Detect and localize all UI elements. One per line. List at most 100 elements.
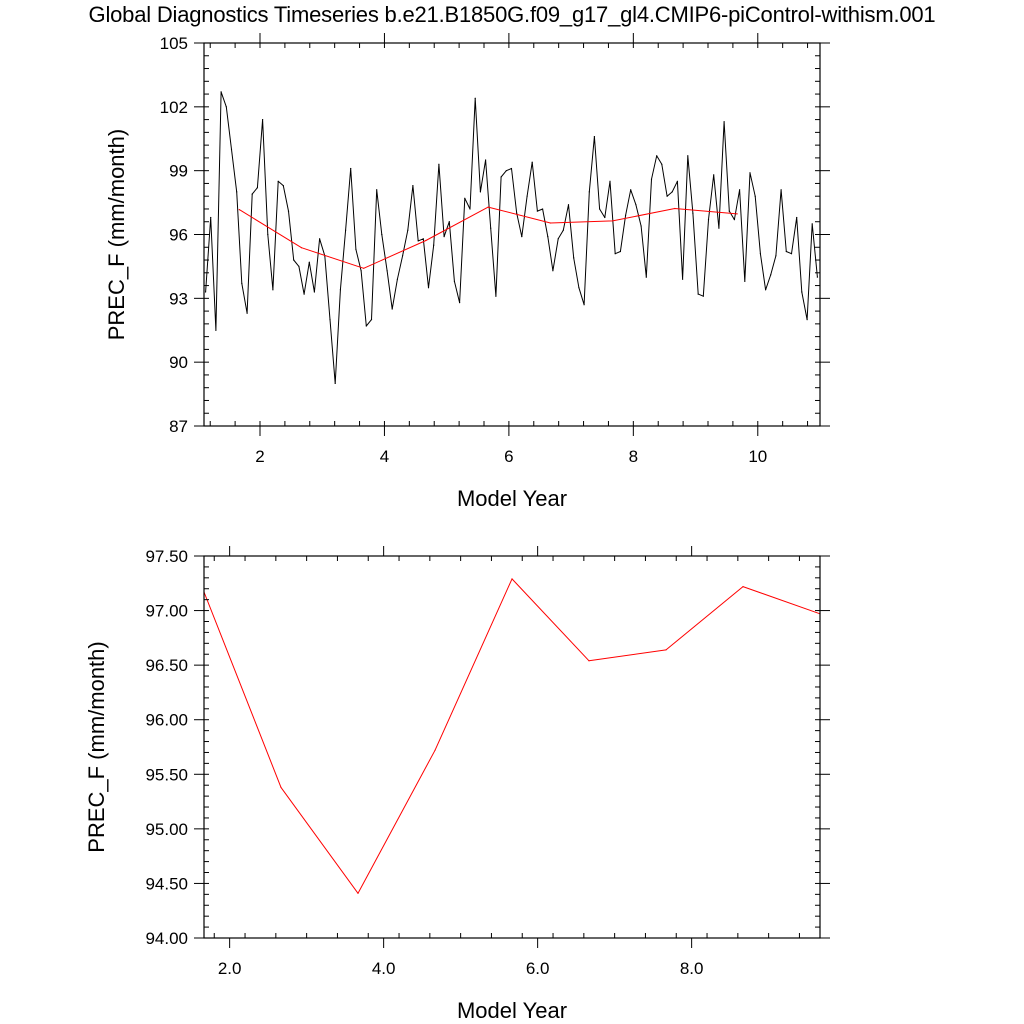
- data-point: [407, 229, 409, 231]
- data-point: [549, 222, 552, 224]
- plot-frame: [203, 555, 821, 939]
- x-axis-label: Model Year: [457, 486, 567, 511]
- series-line-0: [205, 91, 818, 384]
- data-point: [557, 238, 559, 240]
- data-point: [500, 176, 502, 178]
- data-point: [241, 282, 243, 284]
- y-tick-label: 94.00: [145, 929, 188, 948]
- data-point: [459, 302, 461, 304]
- data-point: [697, 293, 699, 295]
- data-point: [630, 189, 632, 191]
- data-point: [433, 244, 435, 246]
- data-point: [262, 119, 264, 121]
- data-point: [205, 291, 207, 293]
- data-point: [573, 257, 575, 259]
- data-point: [272, 289, 274, 291]
- data-point: [510, 167, 513, 170]
- y-tick-label: 97.00: [145, 602, 188, 621]
- x-tick-label: 6.0: [526, 959, 550, 978]
- series-line-1: [239, 206, 738, 269]
- data-point: [718, 227, 720, 229]
- data-point: [267, 233, 269, 236]
- data-point: [350, 167, 352, 170]
- data-point: [713, 174, 715, 176]
- x-tick-label: 2.0: [218, 959, 242, 978]
- data-point: [547, 236, 549, 238]
- data-point: [723, 121, 725, 123]
- data-point: [656, 155, 658, 157]
- y-tick-label: 102: [160, 98, 188, 117]
- data-point: [811, 223, 813, 225]
- data-point: [485, 159, 487, 161]
- data-point: [759, 253, 762, 255]
- data-point: [676, 180, 679, 182]
- data-point: [728, 210, 730, 212]
- data-point: [313, 291, 315, 293]
- data-point: [593, 136, 596, 138]
- data-point: [357, 892, 359, 894]
- data-point: [604, 216, 606, 219]
- data-point: [612, 220, 614, 222]
- data-point: [702, 295, 704, 297]
- data-point: [448, 221, 450, 223]
- data-point: [614, 253, 616, 255]
- data-point: [583, 304, 585, 306]
- data-point: [251, 193, 253, 195]
- data-point: [588, 191, 590, 193]
- data-point: [402, 255, 404, 257]
- data-point: [391, 308, 393, 310]
- data-point: [511, 578, 513, 580]
- data-point: [790, 253, 793, 255]
- y-axis-label: PREC_F (mm/month): [104, 129, 129, 340]
- data-point: [640, 225, 642, 227]
- data-point: [339, 289, 341, 291]
- data-point: [819, 613, 821, 615]
- data-point: [490, 227, 492, 229]
- data-point: [645, 276, 647, 278]
- data-point: [215, 329, 217, 331]
- data-point: [360, 270, 362, 272]
- data-point: [238, 209, 240, 211]
- data-point: [236, 191, 238, 193]
- data-point: [765, 289, 767, 291]
- y-tick-label: 105: [160, 34, 188, 53]
- data-point: [464, 197, 466, 199]
- plot-frame: [203, 42, 821, 427]
- data-point: [516, 212, 518, 214]
- y-tick-label: 93: [169, 289, 188, 308]
- data-point: [298, 265, 300, 267]
- data-point: [806, 319, 808, 321]
- x-tick-label: 10: [748, 447, 767, 466]
- data-point: [609, 180, 611, 182]
- y-axis-label: PREC_F (mm/month): [84, 641, 109, 852]
- data-point: [381, 233, 383, 236]
- y-tick-label: 96.00: [145, 711, 188, 730]
- data-point: [635, 204, 637, 206]
- data-point: [453, 280, 455, 282]
- data-point: [412, 185, 414, 187]
- data-point: [363, 267, 365, 269]
- data-point: [707, 219, 710, 221]
- data-point: [665, 649, 667, 651]
- data-point: [386, 270, 388, 272]
- data-point: [376, 189, 378, 191]
- data-point: [780, 189, 782, 191]
- data-point: [801, 291, 803, 293]
- data-point: [324, 255, 326, 257]
- y-tick-label: 96.50: [145, 656, 188, 675]
- page-title: Global Diagnostics Timeseries b.e21.B185…: [88, 2, 936, 27]
- data-point: [329, 319, 331, 321]
- y-tick-label: 99: [169, 162, 188, 181]
- data-point: [422, 238, 424, 240]
- data-point: [754, 195, 756, 197]
- data-point: [225, 106, 227, 108]
- series-line-0: [203, 578, 821, 894]
- data-point: [619, 250, 622, 253]
- data-point: [246, 312, 248, 314]
- data-point: [775, 255, 777, 257]
- x-tick-label: 4: [380, 447, 389, 466]
- data-point: [692, 212, 694, 214]
- data-point: [736, 213, 738, 215]
- data-point: [687, 155, 689, 157]
